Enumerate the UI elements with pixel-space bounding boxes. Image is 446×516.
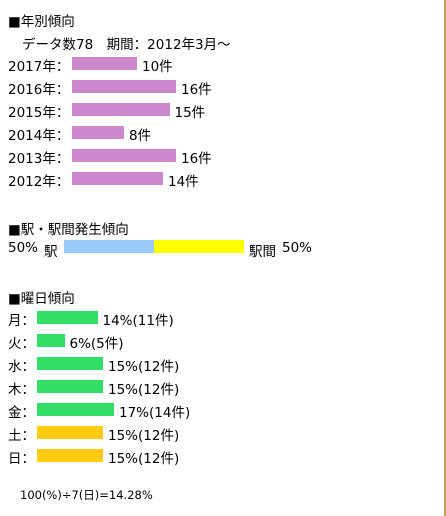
year-bar bbox=[72, 80, 176, 93]
weekday-value-label: 17%(14件) bbox=[119, 405, 191, 421]
year-label: 2016年： bbox=[8, 82, 70, 98]
weekend-bar bbox=[37, 426, 103, 439]
year-label: 2015年： bbox=[8, 105, 70, 121]
year-bar bbox=[72, 126, 124, 139]
weekday-value-label: 6%(5件) bbox=[69, 336, 124, 352]
weekday-bar bbox=[37, 311, 98, 324]
year-bar bbox=[72, 149, 176, 162]
weekday-trend-heading: ■曜日傾向 bbox=[8, 291, 75, 307]
year-value-label: 8件 bbox=[129, 128, 152, 144]
station-name-label: 駅 bbox=[44, 244, 58, 260]
year-trend-heading: ■年別傾向 bbox=[8, 14, 75, 30]
weekday-value-label: 15%(12件) bbox=[108, 451, 180, 467]
weekday-value-label: 15%(12件) bbox=[108, 359, 180, 375]
year-value-label: 15件 bbox=[174, 105, 206, 121]
weekday-label: 土： bbox=[8, 428, 35, 444]
year-bar bbox=[72, 57, 137, 70]
year-label: 2013年： bbox=[8, 151, 70, 167]
station-bar bbox=[64, 240, 154, 253]
year-value-label: 16件 bbox=[181, 151, 212, 167]
year-bar bbox=[72, 103, 170, 116]
year-value-label: 16件 bbox=[181, 82, 212, 98]
year-value-label: 10件 bbox=[142, 59, 173, 75]
year-bar bbox=[72, 172, 163, 185]
weekday-label: 水： bbox=[8, 359, 35, 375]
weekday-label: 日： bbox=[8, 451, 35, 467]
weekday-label: 金： bbox=[8, 405, 35, 421]
weekday-label: 火： bbox=[8, 336, 35, 352]
year-value-label: 14件 bbox=[168, 174, 199, 190]
weekday-bar bbox=[37, 403, 114, 416]
weekday-label: 月： bbox=[8, 313, 35, 329]
year-label: 2017年： bbox=[8, 59, 70, 75]
station-trend-heading: ■駅・駅間発生傾向 bbox=[8, 222, 129, 238]
weekday-value-label: 15%(12件) bbox=[108, 428, 180, 444]
weekday-value-label: 15%(12件) bbox=[108, 382, 180, 398]
weekend-bar bbox=[37, 449, 103, 462]
footnote: 100(%)÷7(日)=14.28% bbox=[20, 488, 153, 502]
station-percent-label: 50% bbox=[8, 240, 39, 256]
weekday-label: 木： bbox=[8, 382, 35, 398]
weekday-bar bbox=[37, 380, 103, 393]
weekday-value-label: 14%(11件) bbox=[102, 313, 174, 329]
weekday-bar bbox=[37, 357, 103, 370]
weekday-bar bbox=[37, 334, 65, 347]
between-percent-label: 50% bbox=[282, 240, 313, 256]
year-label: 2012年： bbox=[8, 174, 70, 190]
year-trend-subtitle: データ数78 期間：2012年3月～ bbox=[22, 37, 231, 53]
between-name-label: 駅間 bbox=[249, 244, 276, 260]
between-bar bbox=[154, 240, 244, 253]
year-label: 2014年： bbox=[8, 128, 70, 144]
